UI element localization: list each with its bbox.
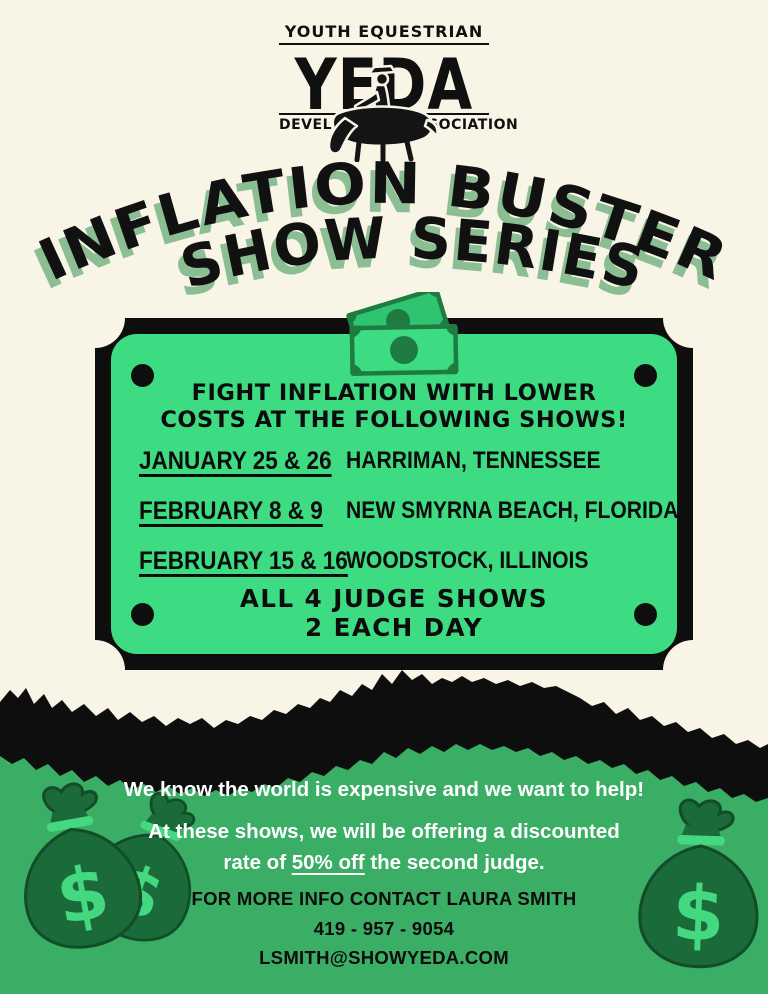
logo-divider-top <box>279 43 489 45</box>
plaque-footer-line2: 2 EACH DAY <box>305 613 483 642</box>
plaque-header-line1: FIGHT INFLATION WITH LOWER <box>191 380 597 406</box>
screw-icon <box>634 603 657 626</box>
show-location: NEW SMYRNA BEACH, FLORIDA <box>346 497 679 524</box>
show-location: WOODSTOCK, ILLINOIS <box>346 547 589 574</box>
shows-plaque: FIGHT INFLATION WITH LOWER COSTS AT THE … <box>65 288 723 700</box>
plaque-corner-notch <box>65 640 125 700</box>
plaque-corner-notch <box>663 288 723 348</box>
discount-highlight: 50% off <box>291 851 365 874</box>
plaque-header: FIGHT INFLATION WITH LOWER COSTS AT THE … <box>111 380 677 434</box>
money-bills-icon <box>345 292 459 376</box>
plaque-corner-notch <box>663 640 723 700</box>
plaque-panel: FIGHT INFLATION WITH LOWER COSTS AT THE … <box>111 334 678 654</box>
offer-text: At these shows, we will be offering a di… <box>0 816 768 878</box>
yeda-logo: YOUTH EQUESTRIAN YEDA DEVELOPMENT ASSOCI… <box>279 22 518 162</box>
logo-top-text: YOUTH EQUESTRIAN <box>284 22 484 41</box>
phone-number: 419 - 957 - 9054 <box>313 917 455 939</box>
show-location: HARRIMAN, TENNESSEE <box>346 447 601 474</box>
screw-icon <box>634 364 657 387</box>
show-row: FEBRUARY 8 & 9 NEW SMYRNA BEACH, FLORIDA <box>139 486 678 536</box>
show-date: FEBRUARY 8 & 9 <box>139 496 323 525</box>
contact-line: FOR MORE INFO CONTACT LAURA SMITH <box>191 888 577 909</box>
show-date: FEBRUARY 15 & 16 <box>139 546 348 575</box>
email-address: LSMITH@SHOWYEDA.COM <box>259 947 509 968</box>
horse-rider-icon <box>327 64 439 162</box>
plaque-footer: ALL 4 JUDGE SHOWS 2 EACH DAY <box>111 584 677 642</box>
plaque-footer-line1: ALL 4 JUDGE SHOWS <box>239 584 549 613</box>
offer-line1: At these shows, we will be offering a di… <box>148 820 620 843</box>
show-list: JANUARY 25 & 26 HARRIMAN, TENNESSEE FEBR… <box>139 436 678 586</box>
offer-line2: rate of 50% off the second judge. <box>223 851 545 874</box>
contact-block: FOR MORE INFO CONTACT LAURA SMITH 419 - … <box>0 884 768 973</box>
screw-icon <box>131 364 154 387</box>
plaque-header-line2: COSTS AT THE FOLLOWING SHOWS! <box>160 407 628 433</box>
plaque-corner-notch <box>65 288 125 348</box>
show-row: JANUARY 25 & 26 HARRIMAN, TENNESSEE <box>139 436 667 486</box>
intro-text: We know the world is expensive and we wa… <box>123 778 645 801</box>
screw-icon <box>131 603 154 626</box>
show-date: JANUARY 25 & 26 <box>139 446 332 475</box>
show-row: FEBRUARY 15 & 16 WOODSTOCK, ILLINOIS <box>139 536 667 586</box>
show-series-title: INFLATION BUSTER SHOW SERIES INFLATION B… <box>24 151 736 311</box>
